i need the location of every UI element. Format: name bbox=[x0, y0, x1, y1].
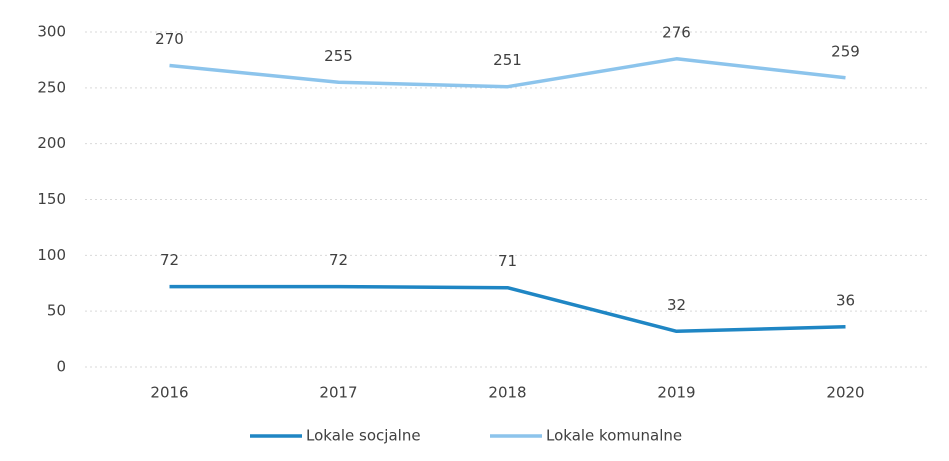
data-label: 72 bbox=[329, 251, 348, 269]
y-tick-label: 250 bbox=[37, 78, 66, 96]
data-label: 276 bbox=[662, 23, 691, 41]
y-tick-label: 150 bbox=[37, 190, 66, 208]
data-label: 72 bbox=[160, 251, 179, 269]
legend-label: Lokale komunalne bbox=[546, 427, 682, 445]
x-tick-label: 2018 bbox=[488, 384, 526, 402]
data-label: 255 bbox=[324, 47, 353, 65]
y-tick-label: 100 bbox=[37, 246, 66, 264]
x-tick-label: 2019 bbox=[657, 384, 695, 402]
data-label: 270 bbox=[155, 30, 184, 48]
x-tick-label: 2016 bbox=[150, 384, 188, 402]
y-tick-label: 0 bbox=[56, 358, 66, 376]
x-tick-label: 2017 bbox=[319, 384, 357, 402]
data-label: 32 bbox=[667, 296, 686, 314]
legend-label: Lokale socjalne bbox=[306, 427, 421, 445]
data-label: 71 bbox=[498, 252, 517, 270]
data-label: 259 bbox=[831, 42, 860, 60]
data-label: 36 bbox=[836, 291, 855, 309]
series-line bbox=[169, 284, 846, 334]
y-tick-label: 50 bbox=[47, 302, 66, 320]
series-line bbox=[169, 57, 846, 89]
x-tick-label: 2020 bbox=[826, 384, 864, 402]
y-tick-label: 200 bbox=[37, 134, 66, 152]
y-tick-label: 300 bbox=[37, 23, 66, 41]
data-label: 251 bbox=[493, 51, 522, 69]
